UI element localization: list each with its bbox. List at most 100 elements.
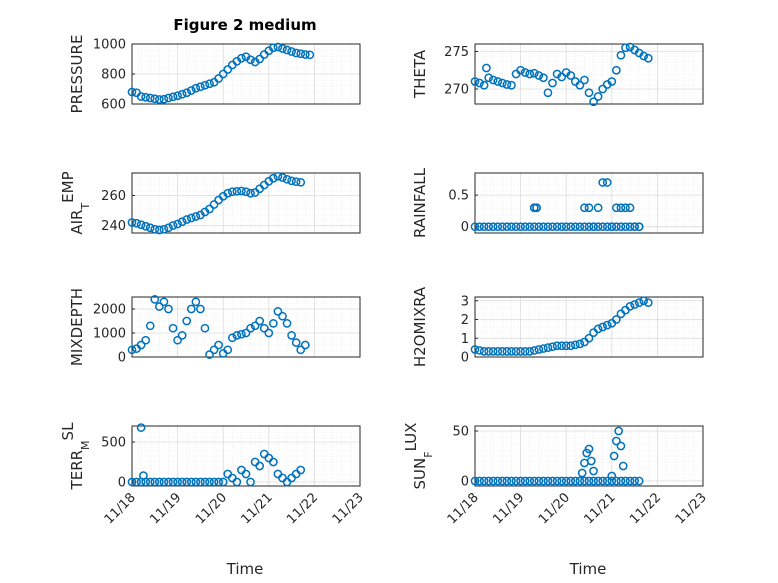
data-point [273,42,283,52]
data-point [593,203,603,213]
y-tick-label: 240 [101,219,126,234]
data-point [543,88,553,98]
data-point [612,436,621,446]
data-point [634,298,644,307]
data-point [282,319,292,328]
data-point [475,222,484,232]
data-point [516,65,525,75]
data-point [589,466,598,476]
data-point [607,471,617,481]
data-point [539,476,548,486]
data-point [570,222,580,232]
data-point [575,80,585,90]
data-point [598,222,608,232]
data-point [182,88,192,98]
data-point [141,335,151,345]
data-point [482,63,491,73]
y-tick-label: 270 [444,83,469,98]
data-point [639,296,649,306]
data-point [612,222,621,232]
data-point [511,347,521,356]
data-point [612,476,621,486]
data-point [246,477,255,487]
data-point [250,321,260,331]
x-tick-label: 11/19 [147,490,184,527]
panel-h2omixra: 0 1 2 3 H2OMIXRA [411,286,704,367]
data-point [580,75,589,85]
data-point [150,94,160,104]
data-point [616,441,626,451]
data-point [259,323,269,333]
x-tick-label: 11/20 [193,490,230,527]
y-tick-label: 2000 [93,303,126,318]
y-tick-label: 0 [461,351,469,366]
data-point [589,222,598,232]
data-point [296,345,306,355]
data-point [300,340,310,350]
data-point [287,176,296,186]
data-point [598,476,608,486]
data-point [589,476,598,486]
x-axis-label-right: Time [569,560,607,578]
data-point [159,94,169,104]
data-point [539,73,548,83]
data-point [269,173,278,183]
data-point [493,222,503,232]
data-point [479,347,489,356]
axes-box [474,43,704,105]
data-point [516,347,525,356]
data-point [511,476,521,486]
data-point [639,51,649,61]
data-point [525,476,535,486]
data-point [269,43,278,53]
data-point [621,203,630,213]
data-point [532,203,541,213]
data-point [227,187,237,197]
data-point [566,341,576,351]
data-point [182,316,192,326]
data-point [525,347,535,356]
data-point [621,476,630,486]
y-axis-label: AIRTEMP [59,171,92,234]
data-point [612,203,621,213]
data-point [586,456,596,466]
data-point [557,72,566,82]
data-point [630,222,639,232]
data-point [214,340,223,350]
data-point [136,220,146,230]
data-point [557,476,566,486]
data-point [145,321,155,331]
data-point [616,476,626,486]
y-tick-label: 1 [461,332,469,347]
data-point [237,53,246,63]
data-point [520,222,530,232]
data-point [584,333,594,343]
data-point [543,476,553,486]
data-point [584,88,594,98]
y-tick-label: 50 [452,425,469,440]
y-axis-label: SUNFLUX [402,423,435,490]
data-point [287,473,296,483]
data-point [602,178,612,187]
data-point [584,444,594,454]
data-point [200,323,210,333]
data-point [575,222,585,232]
data-point [580,476,589,486]
data-point [625,476,635,486]
data-point [273,171,283,181]
data-point [470,476,480,486]
y-tick-label: 260 [101,189,126,204]
data-point [164,93,173,103]
data-point [205,350,214,359]
panel-theta: 270 275 THETA [411,42,704,107]
data-point [136,340,146,350]
y-tick-label: 500 [101,436,126,451]
data-point [634,222,644,232]
data-point [269,319,278,328]
data-point [507,222,516,232]
data-point [278,311,287,321]
panel-rainfall: 0 0.5 RAINFALL [411,167,704,238]
data-point [484,347,494,356]
panel-sun-flux: 0 50 SUNFLUX 11/18 11/19 11/20 11/21 11/22 11/23 [402,423,710,528]
data-point [598,84,608,94]
